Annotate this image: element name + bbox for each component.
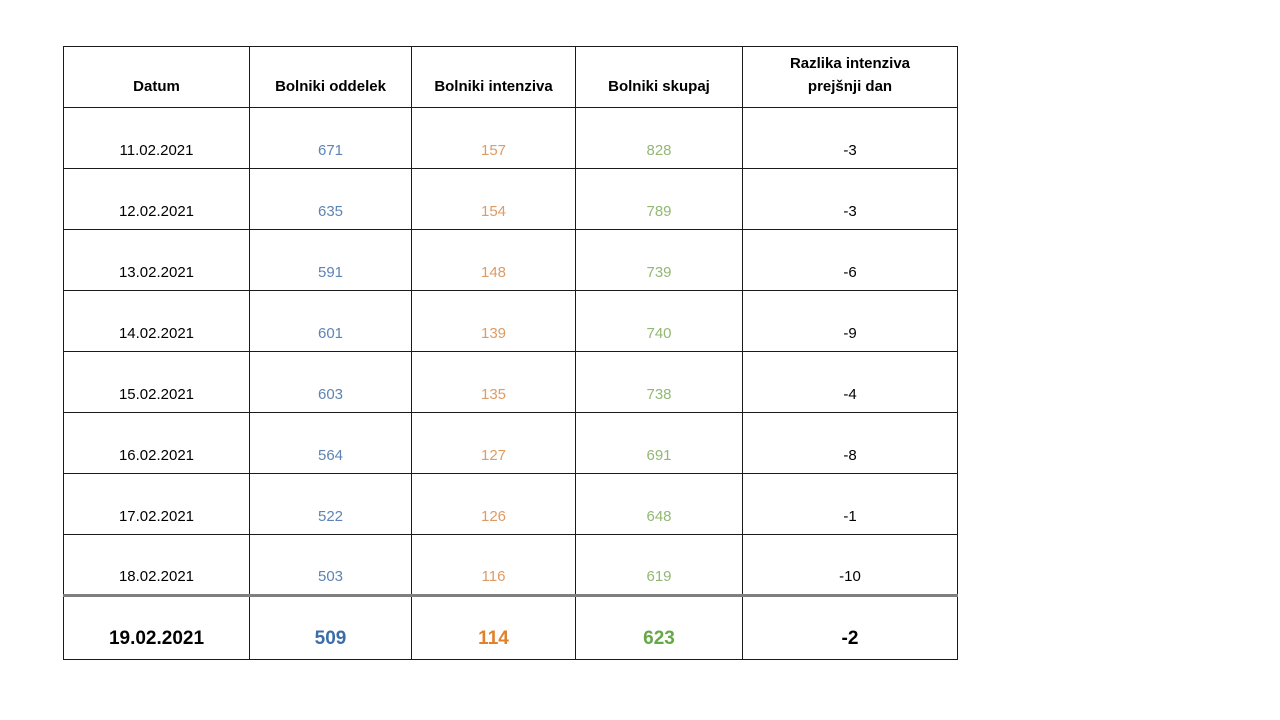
cell-razlika: -3: [742, 168, 958, 230]
cell-intenziva: 148: [411, 229, 576, 291]
cell-intenziva: 135: [411, 351, 576, 413]
cell-skupaj: 623: [575, 594, 743, 660]
cell-oddelek: 564: [249, 412, 412, 474]
cell-razlika: -1: [742, 473, 958, 535]
table-row: 12.02.2021 635 154 789 -3: [63, 168, 958, 230]
cell-oddelek: 603: [249, 351, 412, 413]
cell-datum: 16.02.2021: [63, 412, 250, 474]
cell-intenziva: 126: [411, 473, 576, 535]
cell-razlika: -9: [742, 290, 958, 352]
table-row: 14.02.2021 601 139 740 -9: [63, 290, 958, 352]
cell-oddelek: 601: [249, 290, 412, 352]
column-header-label: Bolniki intenziva: [434, 77, 553, 95]
table-row: 13.02.2021 591 148 739 -6: [63, 229, 958, 291]
column-header-skupaj: Bolniki skupaj: [575, 46, 743, 108]
column-header-label: Bolniki skupaj: [608, 77, 710, 95]
column-header-label: Bolniki oddelek: [275, 77, 386, 95]
cell-datum: 19.02.2021: [63, 594, 250, 660]
column-header-razlika: Razlika intenziva prejšnji dan: [742, 46, 958, 108]
table-row: 19.02.2021 509 114 623 -2: [63, 594, 958, 660]
table-row: 17.02.2021 522 126 648 -1: [63, 473, 958, 535]
cell-intenziva: 154: [411, 168, 576, 230]
cell-skupaj: 738: [575, 351, 743, 413]
cell-razlika: -8: [742, 412, 958, 474]
cell-datum: 13.02.2021: [63, 229, 250, 291]
cell-skupaj: 619: [575, 534, 743, 596]
cell-skupaj: 648: [575, 473, 743, 535]
cell-oddelek: 591: [249, 229, 412, 291]
table-row: 16.02.2021 564 127 691 -8: [63, 412, 958, 474]
hospitalization-table: Datum Bolniki oddelek Bolniki intenziva Bol…: [63, 46, 958, 660]
cell-datum: 17.02.2021: [63, 473, 250, 535]
column-header-datum: Datum: [63, 46, 250, 108]
cell-intenziva: 127: [411, 412, 576, 474]
cell-oddelek: 635: [249, 168, 412, 230]
cell-oddelek: 522: [249, 473, 412, 535]
cell-intenziva: 116: [411, 534, 576, 596]
cell-oddelek: 509: [249, 594, 412, 660]
cell-skupaj: 828: [575, 107, 743, 169]
column-header-label: Datum: [133, 77, 180, 95]
cell-razlika: -10: [742, 534, 958, 596]
cell-datum: 11.02.2021: [63, 107, 250, 169]
cell-datum: 12.02.2021: [63, 168, 250, 230]
cell-datum: 18.02.2021: [63, 534, 250, 596]
column-header-label: Razlika intenziva prejšnji dan: [789, 55, 911, 95]
column-header-intenziva: Bolniki intenziva: [411, 46, 576, 108]
table-row: 15.02.2021 603 135 738 -4: [63, 351, 958, 413]
cell-razlika: -3: [742, 107, 958, 169]
cell-skupaj: 739: [575, 229, 743, 291]
cell-intenziva: 114: [411, 594, 576, 660]
cell-razlika: -2: [742, 594, 958, 660]
cell-razlika: -6: [742, 229, 958, 291]
cell-skupaj: 691: [575, 412, 743, 474]
cell-datum: 14.02.2021: [63, 290, 250, 352]
cell-oddelek: 671: [249, 107, 412, 169]
header-row: Datum Bolniki oddelek Bolniki intenziva Bol…: [63, 46, 958, 108]
table-row: 11.02.2021 671 157 828 -3: [63, 107, 958, 169]
column-header-oddelek: Bolniki oddelek: [249, 46, 412, 108]
cell-intenziva: 157: [411, 107, 576, 169]
cell-razlika: -4: [742, 351, 958, 413]
cell-skupaj: 789: [575, 168, 743, 230]
table-body: 11.02.2021 671 157 828 -3 12.02.2021 635 154 789…: [63, 107, 958, 660]
cell-skupaj: 740: [575, 290, 743, 352]
cell-intenziva: 139: [411, 290, 576, 352]
cell-oddelek: 503: [249, 534, 412, 596]
cell-datum: 15.02.2021: [63, 351, 250, 413]
table-row: 18.02.2021 503 116 619 -10: [63, 534, 958, 596]
